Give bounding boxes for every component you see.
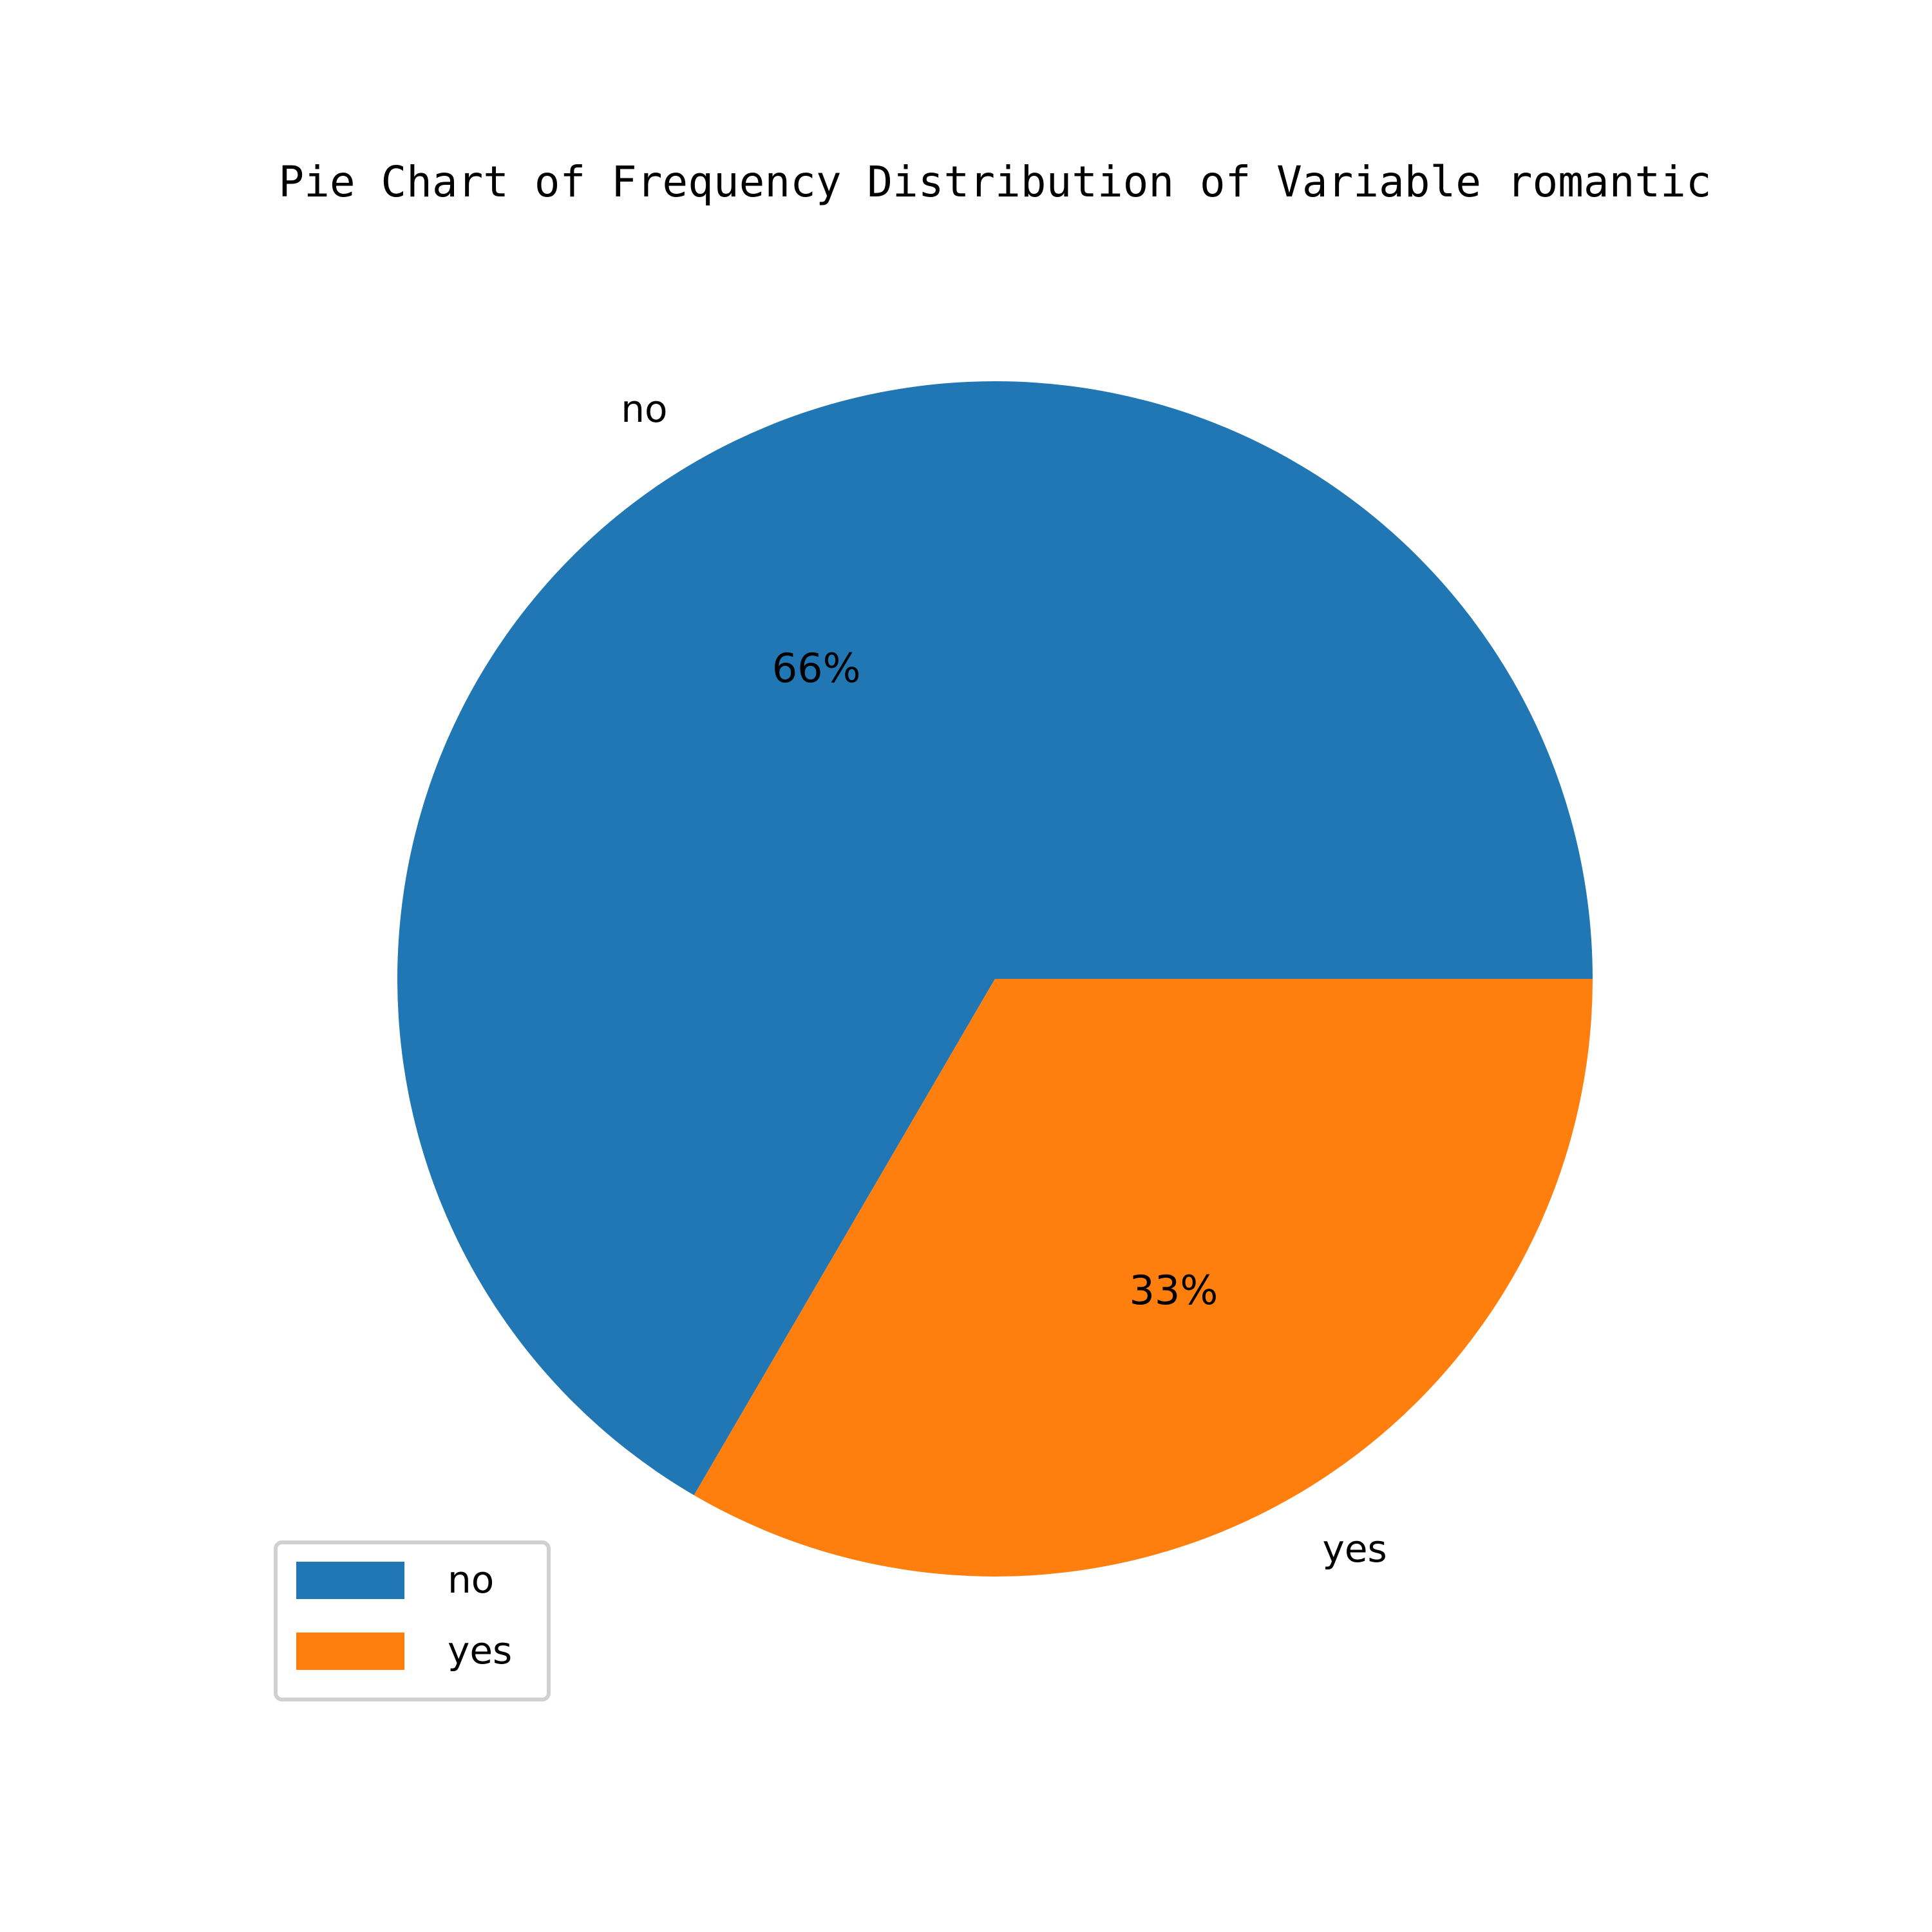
- legend-swatch-no: [296, 1562, 404, 1599]
- legend-label-no: no: [448, 1558, 494, 1602]
- pie-percent-yes: 33%: [1129, 1267, 1218, 1314]
- pie-slices: [397, 381, 1593, 1577]
- pie-labels: no 66% yes 33%: [621, 387, 1387, 1571]
- chart-title: Pie Chart of Frequency Distribution of V…: [278, 157, 1711, 207]
- pie-label-no: no: [621, 387, 667, 431]
- pie-percent-no: 66%: [772, 645, 861, 692]
- legend-entries: no yes: [296, 1558, 512, 1672]
- pie-label-yes: yes: [1323, 1527, 1387, 1571]
- legend-label-yes: yes: [448, 1629, 512, 1672]
- legend: no yes: [274, 1540, 551, 1701]
- legend-swatch-yes: [296, 1633, 404, 1670]
- pie-slice-no: [397, 381, 1593, 1495]
- pie-slice-yes: [694, 979, 1593, 1577]
